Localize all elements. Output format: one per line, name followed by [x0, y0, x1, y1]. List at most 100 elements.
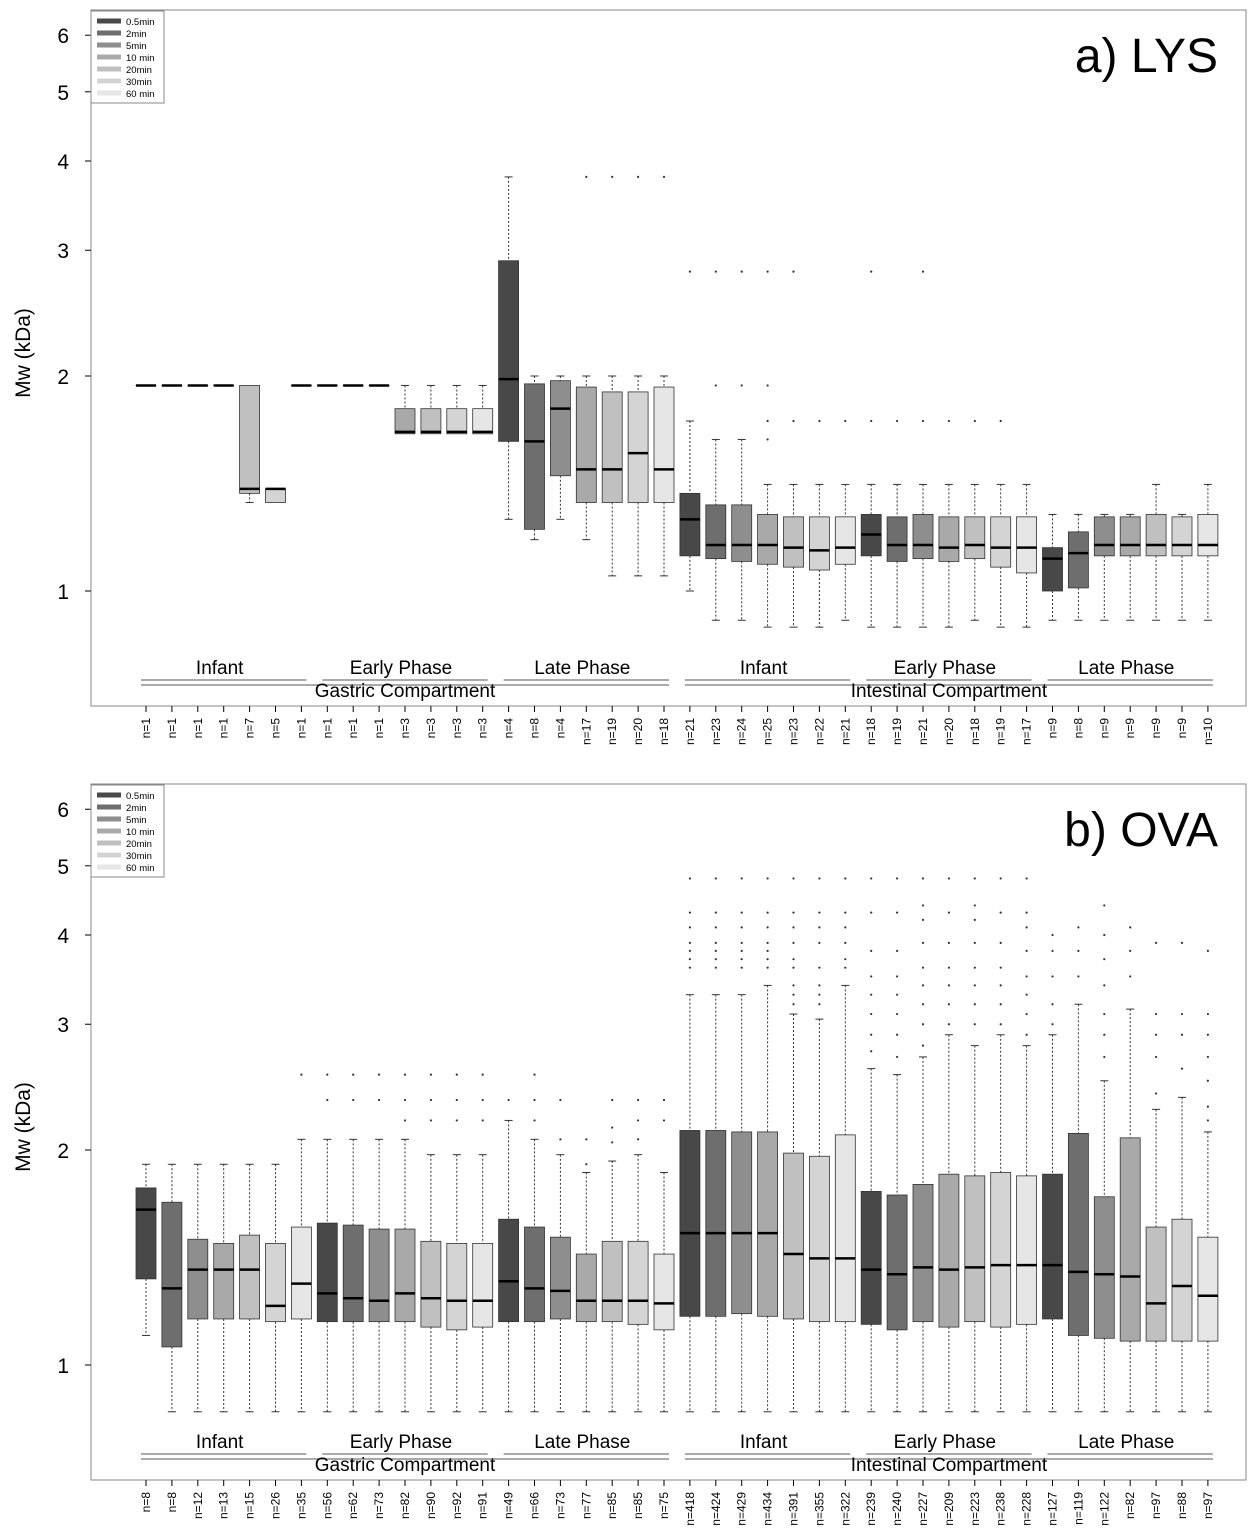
n-label: n=9 — [1046, 718, 1060, 739]
outlier-point — [999, 984, 1002, 987]
outlier-point — [455, 1073, 458, 1076]
box-iqr — [1093, 516, 1115, 557]
box-group — [731, 877, 753, 1413]
outlier-point — [1025, 1012, 1028, 1016]
outlier-point — [870, 1050, 873, 1053]
box-iqr — [1171, 516, 1193, 557]
outlier-point — [403, 1073, 407, 1076]
outlier-point — [1025, 949, 1028, 953]
outlier-point — [766, 966, 769, 969]
outlier-point — [766, 926, 769, 929]
box-iqr — [990, 516, 1012, 568]
box-group — [524, 1073, 545, 1413]
outlier-point — [870, 1033, 873, 1036]
n-label: n=62 — [346, 1492, 360, 1519]
phase-label: Early Phase — [894, 1432, 996, 1453]
outlier-point — [870, 911, 873, 914]
outlier-point — [1206, 1012, 1209, 1016]
outlier-point — [792, 270, 795, 273]
outlier-point — [766, 949, 769, 953]
box-group — [1016, 877, 1037, 1413]
outlier-point — [378, 1073, 381, 1076]
outlier-point — [766, 941, 769, 944]
box-group — [1068, 926, 1089, 1413]
chart-title: b) OVA — [1064, 804, 1218, 857]
n-label: n=17 — [579, 718, 593, 745]
n-label: n=209 — [942, 1492, 956, 1526]
phase-label: Early Phase — [894, 658, 996, 679]
outlier-point — [921, 877, 925, 880]
outlier-point — [403, 1119, 407, 1122]
n-label: n=429 — [735, 1492, 749, 1526]
outlier-point — [714, 966, 717, 969]
box-iqr — [187, 1238, 209, 1320]
box-iqr — [239, 1234, 261, 1320]
box-iqr — [498, 1218, 520, 1323]
outlier-point — [1129, 975, 1132, 978]
box-iqr — [446, 1242, 468, 1331]
box-iqr — [213, 1242, 235, 1320]
n-label: n=49 — [502, 1492, 516, 1519]
box-group — [316, 1073, 338, 1413]
box-iqr — [627, 1240, 649, 1325]
n-label: n=7 — [243, 718, 257, 739]
outlier-point — [585, 1163, 588, 1166]
box-group — [187, 1163, 209, 1413]
outlier-point — [999, 911, 1002, 914]
outlier-point — [740, 926, 743, 929]
n-label: n=90 — [424, 1492, 438, 1519]
outlier-point — [378, 1098, 381, 1102]
n-label: n=4 — [502, 718, 516, 739]
box-iqr — [809, 516, 830, 571]
n-label: n=127 — [1046, 1492, 1060, 1526]
box-iqr — [912, 1184, 934, 1323]
outlier-point — [921, 941, 925, 944]
outlier-point — [947, 1023, 951, 1026]
box-iqr — [498, 260, 520, 442]
outlier-point — [429, 1073, 432, 1076]
box-iqr — [834, 1134, 856, 1323]
box-group — [860, 877, 882, 1413]
outlier-point — [896, 877, 899, 880]
n-label: n=97 — [1201, 1492, 1215, 1519]
outlier-point — [1155, 1033, 1158, 1036]
n-label: n=3 — [398, 718, 412, 739]
outlier-point — [766, 958, 769, 961]
n-label: n=18 — [968, 718, 982, 745]
box-group — [1119, 926, 1141, 1413]
outlier-point — [1206, 1105, 1209, 1108]
box-iqr — [1145, 1226, 1167, 1342]
outlier-point — [792, 419, 795, 423]
n-label: n=1 — [191, 718, 205, 739]
y-tick-label: 1 — [57, 1355, 69, 1378]
n-label: n=97 — [1149, 1492, 1163, 1519]
chart-title: a) LYS — [1075, 30, 1218, 83]
box-group — [601, 1098, 623, 1413]
outlier-point — [403, 1098, 407, 1102]
outlier-point — [973, 904, 976, 907]
n-label: n=1 — [139, 718, 153, 739]
outlier-point — [688, 877, 692, 880]
outlier-point — [896, 1033, 899, 1036]
n-label: n=20 — [942, 718, 956, 745]
box-group — [834, 419, 856, 621]
outlier-point — [1077, 975, 1080, 978]
n-label: n=9 — [1149, 718, 1163, 739]
box-group — [1093, 513, 1115, 621]
outlier-point — [1206, 1079, 1209, 1082]
box-iqr — [757, 514, 778, 565]
outlier-point — [1025, 1033, 1028, 1036]
n-label: n=21 — [916, 718, 930, 745]
n-label: n=240 — [890, 1492, 904, 1526]
outlier-point — [740, 949, 743, 953]
box-iqr — [990, 1172, 1012, 1328]
outlier-point — [896, 949, 899, 953]
n-label: n=13 — [217, 1492, 231, 1519]
box-group — [265, 1163, 286, 1413]
box-group — [783, 270, 804, 628]
box-group — [239, 1163, 261, 1413]
box-iqr — [731, 504, 753, 562]
n-label: n=391 — [787, 1492, 801, 1526]
box-iqr — [757, 1131, 778, 1317]
box-iqr — [1042, 1173, 1063, 1320]
